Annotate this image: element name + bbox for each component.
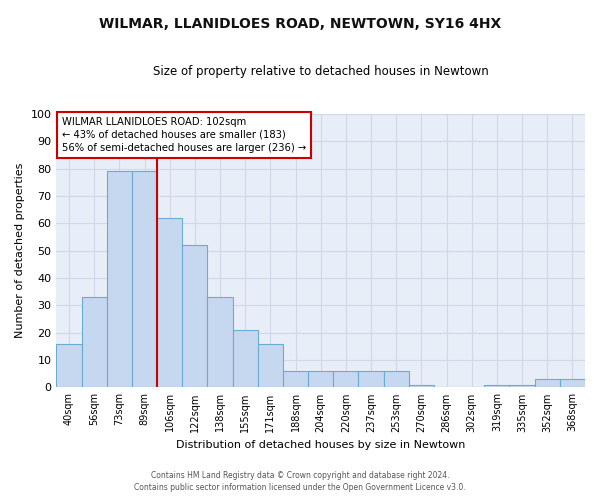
- Bar: [157, 218, 182, 388]
- Text: WILMAR, LLANIDLOES ROAD, NEWTOWN, SY16 4HX: WILMAR, LLANIDLOES ROAD, NEWTOWN, SY16 4…: [99, 18, 501, 32]
- Bar: [308, 371, 333, 388]
- X-axis label: Distribution of detached houses by size in Newtown: Distribution of detached houses by size …: [176, 440, 466, 450]
- Bar: [82, 297, 107, 388]
- Bar: [535, 379, 560, 388]
- Bar: [484, 384, 509, 388]
- Bar: [409, 384, 434, 388]
- Bar: [107, 172, 132, 388]
- Bar: [509, 384, 535, 388]
- Text: Contains HM Land Registry data © Crown copyright and database right 2024.
Contai: Contains HM Land Registry data © Crown c…: [134, 471, 466, 492]
- Bar: [56, 344, 82, 388]
- Bar: [258, 344, 283, 388]
- Bar: [233, 330, 258, 388]
- Bar: [182, 245, 208, 388]
- Bar: [383, 371, 409, 388]
- Bar: [333, 371, 358, 388]
- Bar: [283, 371, 308, 388]
- Bar: [560, 379, 585, 388]
- Bar: [358, 371, 383, 388]
- Bar: [208, 297, 233, 388]
- Title: Size of property relative to detached houses in Newtown: Size of property relative to detached ho…: [153, 65, 488, 78]
- Text: WILMAR LLANIDLOES ROAD: 102sqm
← 43% of detached houses are smaller (183)
56% of: WILMAR LLANIDLOES ROAD: 102sqm ← 43% of …: [62, 116, 306, 153]
- Y-axis label: Number of detached properties: Number of detached properties: [15, 163, 25, 338]
- Bar: [132, 172, 157, 388]
